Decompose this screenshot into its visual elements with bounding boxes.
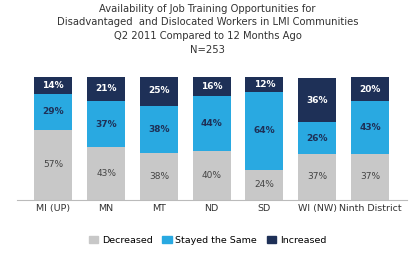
Text: 20%: 20%: [359, 84, 381, 94]
Bar: [193, 77, 231, 97]
Text: 16%: 16%: [201, 82, 222, 91]
Legend: Decreased, Stayed the Same, Increased: Decreased, Stayed the Same, Increased: [85, 232, 330, 249]
Text: 37%: 37%: [307, 173, 327, 182]
Text: 43%: 43%: [96, 169, 116, 178]
Bar: [34, 77, 72, 94]
Bar: [87, 147, 125, 200]
Text: 14%: 14%: [42, 81, 64, 90]
Text: 24%: 24%: [254, 180, 274, 189]
Text: 37%: 37%: [360, 173, 380, 182]
Text: 44%: 44%: [201, 119, 222, 128]
Text: 64%: 64%: [254, 126, 275, 135]
Bar: [245, 77, 283, 92]
Bar: [87, 101, 125, 147]
Text: Availability of Job Training Opportunities for
Disadvantaged  and Dislocated Wor: Availability of Job Training Opportuniti…: [57, 4, 358, 55]
Bar: [193, 151, 231, 200]
Text: 40%: 40%: [202, 170, 222, 180]
Bar: [34, 94, 72, 130]
Text: 25%: 25%: [148, 87, 170, 95]
Bar: [298, 122, 336, 154]
Text: 43%: 43%: [359, 123, 381, 132]
Bar: [87, 76, 125, 101]
Bar: [140, 153, 178, 200]
Text: 29%: 29%: [42, 107, 64, 116]
Text: 57%: 57%: [43, 160, 63, 169]
Bar: [193, 97, 231, 151]
Text: 38%: 38%: [149, 172, 169, 181]
Bar: [351, 154, 389, 200]
Bar: [351, 77, 389, 101]
Bar: [245, 170, 283, 200]
Bar: [140, 76, 178, 106]
Text: 37%: 37%: [95, 120, 117, 129]
Text: 21%: 21%: [95, 84, 117, 93]
Bar: [140, 106, 178, 153]
Text: 12%: 12%: [254, 80, 275, 89]
Bar: [245, 92, 283, 170]
Text: 26%: 26%: [306, 134, 328, 143]
Bar: [298, 78, 336, 122]
Bar: [34, 130, 72, 200]
Text: 36%: 36%: [306, 96, 328, 105]
Bar: [298, 154, 336, 200]
Bar: [351, 101, 389, 154]
Text: 38%: 38%: [148, 125, 170, 134]
